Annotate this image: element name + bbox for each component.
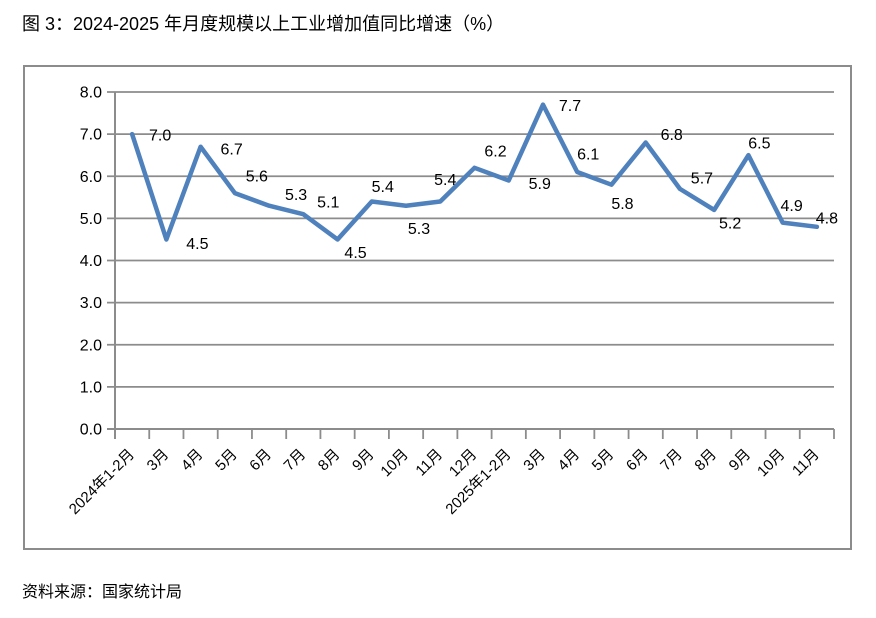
figure-title: 图 3：2024-2025 年月度规模以上工业增加值同比增速（%）	[22, 14, 505, 34]
x-tick-label: 8月	[315, 446, 344, 475]
x-tick-label: 11月	[789, 446, 823, 480]
data-point-label: 5.2	[719, 215, 741, 232]
x-tick-label: 4月	[555, 446, 584, 475]
y-tick-label: 5.0	[80, 211, 102, 228]
x-tick-label: 5月	[589, 446, 618, 475]
data-point-label: 4.5	[344, 245, 366, 262]
x-tick-label: 3月	[520, 446, 549, 475]
x-tick-label: 6月	[246, 446, 275, 475]
x-tick-label: 2024年1-2月	[66, 446, 138, 518]
x-tick-label: 4月	[178, 446, 207, 475]
x-tick-label: 10月	[754, 446, 788, 480]
data-point-label: 4.9	[781, 198, 803, 215]
x-tick-label: 7月	[657, 446, 686, 475]
x-tick-label: 11月	[412, 446, 446, 480]
data-point-label: 5.8	[611, 196, 633, 213]
x-tick-label: 8月	[691, 446, 720, 475]
data-point-label: 4.8	[816, 210, 838, 227]
y-tick-label: 4.0	[80, 253, 102, 270]
series-line	[129, 102, 820, 242]
y-tick-label: 7.0	[80, 127, 102, 144]
data-point-label: 5.4	[434, 172, 456, 189]
data-point-label: 7.7	[559, 98, 581, 115]
x-tick-label: 6月	[623, 446, 652, 475]
x-tick-label: 9月	[726, 446, 755, 475]
x-tick-label: 10月	[377, 446, 411, 480]
data-point-label: 6.8	[661, 127, 683, 144]
y-tick-label: 8.0	[80, 85, 102, 102]
data-point-label: 6.7	[220, 141, 242, 158]
data-point-label: 5.7	[691, 170, 713, 187]
data-point-label: 5.1	[317, 195, 339, 212]
data-point-label: 7.0	[149, 128, 171, 145]
y-tick-label: 6.0	[80, 169, 102, 186]
data-point-label: 6.5	[748, 136, 770, 153]
y-tick-label: 2.0	[80, 337, 102, 354]
data-point-label: 6.2	[484, 143, 506, 160]
chart-container: 0.0 1.0 2.0 3.0 4.0 5.0 6.0 7.0 8.0 2024年1-2月 3月 4月…	[23, 65, 852, 550]
data-point-label: 5.9	[529, 176, 551, 193]
x-tick-label: 7月	[281, 446, 310, 475]
data-point-label: 5.3	[285, 187, 307, 204]
data-point-label: 6.1	[577, 147, 599, 164]
data-point-label: 5.6	[246, 169, 268, 186]
y-tick-label: 3.0	[80, 295, 102, 312]
x-tick-label: 5月	[212, 446, 241, 475]
y-tick-label: 0.0	[80, 422, 102, 439]
data-point-label: 5.3	[408, 221, 430, 238]
source-note: 资料来源：国家统计局	[22, 584, 183, 601]
x-tick-label: 9月	[349, 446, 378, 475]
y-tick-label: 1.0	[80, 379, 102, 396]
x-tick-label: 3月	[144, 446, 173, 475]
data-point-label: 5.4	[372, 179, 394, 196]
data-point-label: 4.5	[186, 236, 208, 253]
